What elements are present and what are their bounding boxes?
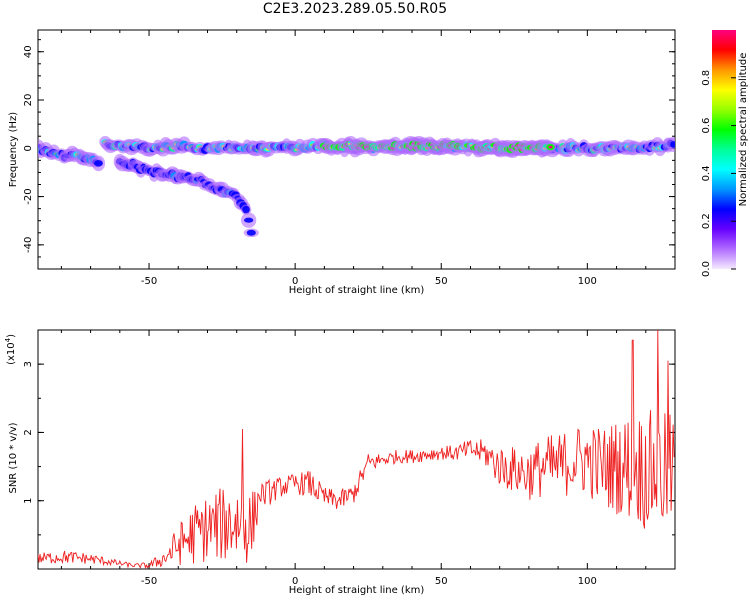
- colorbar-label: Normalized spectral amplitude: [738, 53, 749, 207]
- x-tick-label: 0: [292, 276, 298, 287]
- spectrogram-cell: [246, 229, 256, 236]
- x-axis-label: Height of straight line (km): [289, 585, 425, 596]
- x-tick-label: 50: [435, 576, 448, 587]
- colorbar-gradient: [712, 30, 736, 269]
- y-multiplier-close: ): [6, 334, 17, 338]
- colorbar-tick-label: 0.4: [701, 165, 712, 181]
- colorbar: 0.0 0.2 0.4 0.6 0.8 Normalized spectral ampli…: [701, 30, 749, 277]
- snr-data: [38, 330, 675, 569]
- colorbar-tick-label: 0.2: [701, 213, 712, 229]
- snr-chart: -50 0 50 100 Height of straight line (km) 1 2 3…: [4, 329, 676, 596]
- x-tick-label: -50: [141, 276, 157, 287]
- colorbar-tick-label: 0.8: [701, 70, 712, 86]
- spectrogram-data: [38, 135, 675, 238]
- x-tick-label: 100: [578, 576, 597, 587]
- y-tick-label: 1: [23, 498, 34, 504]
- y-tick-label: 40: [23, 45, 34, 58]
- y-tick-label: 2: [23, 429, 34, 435]
- x-tick-label: 100: [578, 276, 597, 287]
- spectrogram-cell: [94, 160, 103, 167]
- y-axis-label: SNR (10 * v/v): [8, 422, 19, 493]
- colorbar-tick-label: 0.6: [701, 118, 712, 134]
- x-axis-label: Height of straight line (km): [289, 285, 425, 296]
- y-multiplier-label: (x104): [4, 334, 17, 365]
- colorbar-tick-label: 0.0: [701, 261, 712, 277]
- x-tick-label: -50: [141, 576, 157, 587]
- y-multiplier-exp: 4: [4, 337, 12, 342]
- y-axis-label: Frequency (Hz): [8, 112, 19, 188]
- y-multiplier-base: (x10: [6, 342, 17, 365]
- spectrogram-cell: [244, 217, 254, 223]
- plot-frame: [37, 329, 676, 570]
- y-tick-label: -20: [23, 188, 34, 204]
- spectrogram-cell: [242, 205, 250, 214]
- chart-title: C2E3.2023.289.05.50.R05: [262, 1, 448, 17]
- x-tick-label: 50: [435, 276, 448, 287]
- snr-series-line: [38, 330, 675, 569]
- y-tick-label: 3: [23, 361, 34, 367]
- spectrogram-chart: -50 0 50 100 Height of straight line (km) -40…: [8, 29, 676, 296]
- x-tick-label: 0: [292, 576, 298, 587]
- spectrogram-core: [548, 145, 553, 149]
- y-tick-label: -40: [23, 237, 34, 253]
- y-tick-label: 20: [23, 94, 34, 107]
- y-tick-label: 0: [23, 145, 34, 151]
- spectrogram-cell: [670, 141, 675, 148]
